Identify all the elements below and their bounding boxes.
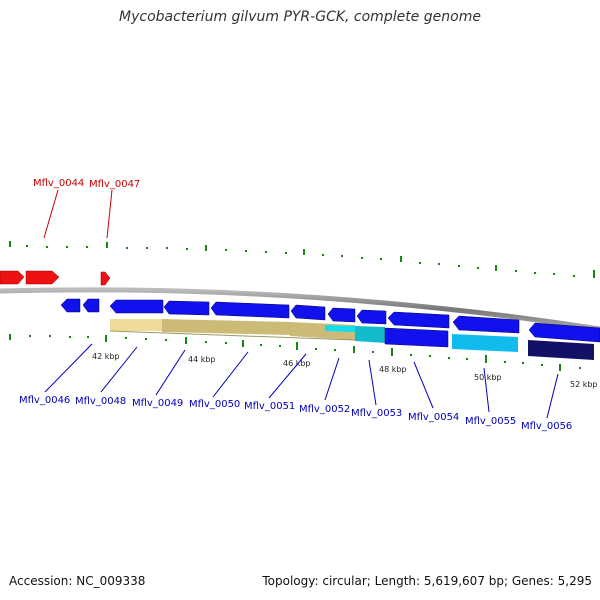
highlight-gene-blue [384,327,449,348]
callout-line [44,343,93,393]
reverse-gene [290,304,326,321]
highlight-gene-tan [110,319,162,331]
reverse-gene-callouts [44,343,559,419]
gene-label-reverse: Mflv_0050 [189,399,240,410]
callout-line [546,373,559,419]
kbp-label: 46 kbp [283,359,311,368]
forward-gene [25,270,60,285]
topology-text: Topology: circular; Length: 5,619,607 bp… [262,574,592,588]
reverse-strand-genes [60,298,600,343]
highlight-gene-cyan [325,325,355,332]
callout-line [212,351,249,398]
reverse-gene [163,300,210,316]
kbp-scale-labels: 42 kbp 44 kbp 46 kbp 48 kbp 50 kbp 52 kb… [92,352,598,389]
reverse-gene [60,298,81,313]
reverse-gene [210,301,290,319]
callout-line [100,346,138,393]
kbp-label: 48 kbp [379,365,407,374]
genome-backbone [0,287,600,332]
reverse-gene [528,322,600,343]
forward-gene [0,270,25,285]
highlight-gene-tan [162,319,290,335]
gene-label-reverse: Mflv_0054 [408,412,459,423]
reverse-gene [387,311,450,329]
gene-label-reverse: Mflv_0056 [521,421,572,432]
reverse-gene [452,315,520,334]
highlight-gene-cyan [355,326,385,343]
gene-label-reverse: Mflv_0055 [465,416,516,427]
forward-gene-callouts [43,189,113,239]
highlight-gene-edge [109,330,356,341]
kbp-label: 52 kbp [570,380,598,389]
gene-label-reverse: Mflv_0048 [75,396,126,407]
highlight-gene-cyan [452,334,518,352]
highlight-genes [109,319,594,360]
gene-label-reverse: Mflv_0053 [351,408,402,419]
reverse-gene [327,307,356,323]
kbp-label: 50 kbp [474,373,502,382]
forward-strand-genes [0,270,111,286]
highlight-gene-dark [528,340,594,360]
reverse-gene [109,299,164,314]
callout-line [483,367,490,413]
callout-line [268,353,307,399]
gene-label-reverse: Mflv_0052 [299,404,350,415]
callout-line [155,349,186,396]
kbp-label: 42 kbp [92,352,120,361]
callout-line [413,361,434,409]
reverse-gene [82,298,100,313]
gene-label-reverse: Mflv_0051 [244,401,295,412]
gene-label-reverse: Mflv_0049 [132,398,183,409]
callout-line [368,359,377,406]
callout-line [324,357,340,401]
accession-text: Accession: NC_009338 [9,574,146,588]
reverse-gene [356,309,387,325]
forward-tick-row [9,241,595,278]
callout-line [106,189,113,239]
map-title: Mycobacterium gilvum PYR-GCK, complete g… [119,9,481,25]
gene-label-reverse: Mflv_0046 [19,395,70,406]
kbp-label: 44 kbp [188,355,216,364]
gene-label-forward: Mflv_0044 [33,178,84,189]
reverse-tick-row [9,334,581,371]
gene-label-forward: Mflv_0047 [89,179,140,190]
callout-line [43,189,59,239]
forward-gene [100,271,111,286]
